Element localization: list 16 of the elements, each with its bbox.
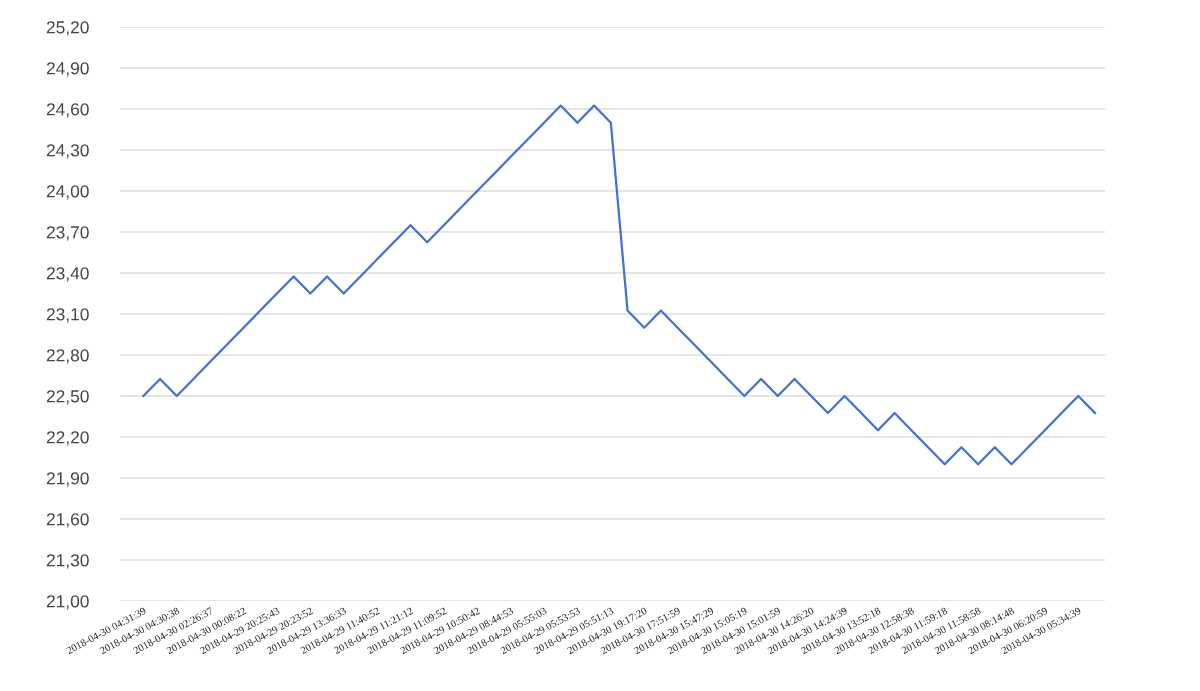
y-tick-label: 23,70 (46, 226, 89, 241)
y-tick-label: 21,60 (46, 513, 89, 528)
y-tick-label: 24,30 (46, 144, 89, 159)
y-tick-label: 25,20 (46, 21, 89, 36)
y-tick-label: 21,30 (46, 554, 89, 569)
y-tick-label: 23,40 (46, 267, 89, 282)
y-tick-label: 23,10 (46, 308, 89, 323)
line-series (142, 104, 1097, 466)
y-tick-label: 21,00 (46, 595, 89, 610)
y-tick-label: 24,60 (46, 103, 89, 118)
y-tick-label: 22,20 (46, 431, 89, 446)
y-tick-label: 22,50 (46, 390, 89, 405)
y-tick-label: 22,80 (46, 349, 89, 364)
y-tick-label: 21,90 (46, 472, 89, 487)
y-tick-label: 24,90 (46, 62, 89, 77)
y-tick-label: 24,00 (46, 185, 89, 200)
